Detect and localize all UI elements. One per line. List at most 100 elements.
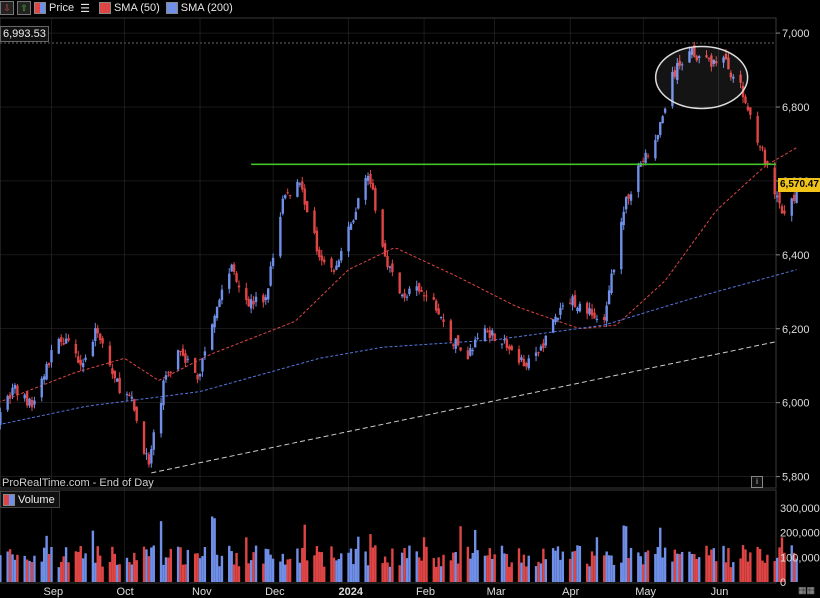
- candle-body: [437, 308, 440, 315]
- candle-body: [267, 288, 270, 300]
- volume-bar: [386, 562, 389, 582]
- candle-body: [23, 394, 26, 399]
- volume-bar: [303, 524, 306, 582]
- candle-body: [262, 295, 265, 303]
- volume-bar: [715, 561, 718, 582]
- volume-bar: [193, 553, 197, 582]
- candle-body: [415, 286, 418, 291]
- candle-body: [364, 178, 367, 200]
- candle-body: [145, 453, 148, 455]
- down-arrow-icon[interactable]: ⇩: [0, 1, 14, 15]
- legend-price[interactable]: Price: [34, 2, 74, 14]
- volume-bar: [629, 547, 633, 582]
- candle-body: [113, 370, 116, 379]
- volume-bar: [374, 545, 377, 582]
- candle-body: [792, 194, 796, 202]
- volume-bar: [578, 545, 582, 582]
- candle-body: [659, 122, 662, 135]
- menu-icon[interactable]: ☰: [80, 2, 90, 15]
- volume-bar: [269, 554, 272, 582]
- volume-bar: [712, 548, 716, 582]
- candle-body: [780, 206, 784, 214]
- price-tick-label: 7,000: [782, 28, 810, 40]
- candle-body: [417, 283, 421, 292]
- volume-bar: [111, 546, 114, 582]
- candle-body: [607, 290, 611, 305]
- candle-body: [422, 295, 426, 297]
- candle-body: [40, 378, 43, 398]
- legend-sma200[interactable]: SMA (200): [165, 2, 233, 14]
- candle-body: [603, 317, 606, 321]
- info-icon[interactable]: i: [751, 476, 763, 488]
- candle-body: [383, 243, 387, 257]
- volume-bar: [169, 548, 173, 582]
- candle-body: [320, 255, 323, 261]
- expand-icon[interactable]: ▦▦: [798, 585, 816, 595]
- volume-bar: [181, 564, 185, 582]
- candle-body: [408, 288, 411, 295]
- volume-bar: [179, 547, 182, 582]
- volume-bar: [305, 560, 309, 582]
- candle-body: [230, 264, 233, 272]
- volume-axis: 300,000 200,000 100,000 0: [780, 503, 820, 589]
- volume-bar: [693, 553, 696, 582]
- candle-body: [705, 55, 708, 58]
- volume-bar: [690, 553, 694, 582]
- candle-body: [135, 406, 138, 421]
- candle-body: [218, 299, 221, 307]
- legend-sma50[interactable]: SMA (50): [98, 2, 160, 14]
- volume-tick-label: 200,000: [780, 528, 820, 540]
- legend-menu[interactable]: ☰: [80, 2, 93, 15]
- candle-body: [590, 309, 594, 316]
- candle-body: [305, 201, 309, 213]
- volume-bar: [661, 557, 664, 582]
- volume-bar: [534, 566, 538, 582]
- candle-body: [778, 192, 781, 204]
- volume-bar: [237, 566, 241, 582]
- candle-body: [746, 106, 750, 111]
- candle-body: [698, 56, 701, 58]
- candle-body: [16, 385, 19, 396]
- volume-legend[interactable]: Volume: [0, 491, 60, 508]
- volume-bar: [590, 551, 594, 582]
- volume-bar: [318, 551, 321, 582]
- candle-body: [286, 192, 289, 194]
- candle-body: [77, 356, 80, 363]
- volume-bar: [347, 552, 350, 582]
- volume-bar: [439, 566, 443, 582]
- candle-body: [67, 338, 70, 341]
- candle-body: [732, 76, 735, 79]
- volume-bar: [678, 554, 681, 582]
- candle-body: [534, 352, 538, 357]
- volume-bar: [654, 553, 657, 582]
- volume-bar: [459, 526, 462, 582]
- candle-body: [381, 209, 384, 247]
- volume-bar: [135, 560, 138, 582]
- candle-body: [201, 358, 204, 372]
- volume-bar: [130, 564, 134, 582]
- volume-bar: [554, 550, 557, 582]
- volume-bar: [454, 552, 457, 582]
- legend-price-label: Price: [49, 2, 75, 14]
- candle-body: [729, 72, 733, 78]
- candle-body: [330, 258, 333, 268]
- volume-bar: [235, 552, 238, 582]
- candle-body: [98, 333, 102, 341]
- candle-body: [727, 57, 730, 70]
- volume-bar: [741, 545, 745, 582]
- volume-bar: [381, 563, 384, 582]
- volume-tick-label: 300,000: [780, 503, 820, 515]
- candle-body: [162, 380, 165, 406]
- candle-body: [279, 216, 282, 257]
- up-arrow-icon[interactable]: ⇧: [17, 1, 31, 15]
- candle-body: [756, 116, 759, 143]
- time-tick-label: Dec: [265, 586, 285, 598]
- volume-bar: [680, 551, 684, 582]
- candle-body: [554, 316, 557, 323]
- volume-bar: [25, 559, 29, 582]
- candle-body: [118, 377, 121, 394]
- candle-body: [471, 350, 474, 352]
- candle-body: [150, 449, 153, 464]
- volume-bar: [57, 567, 60, 582]
- candle-body: [542, 343, 545, 349]
